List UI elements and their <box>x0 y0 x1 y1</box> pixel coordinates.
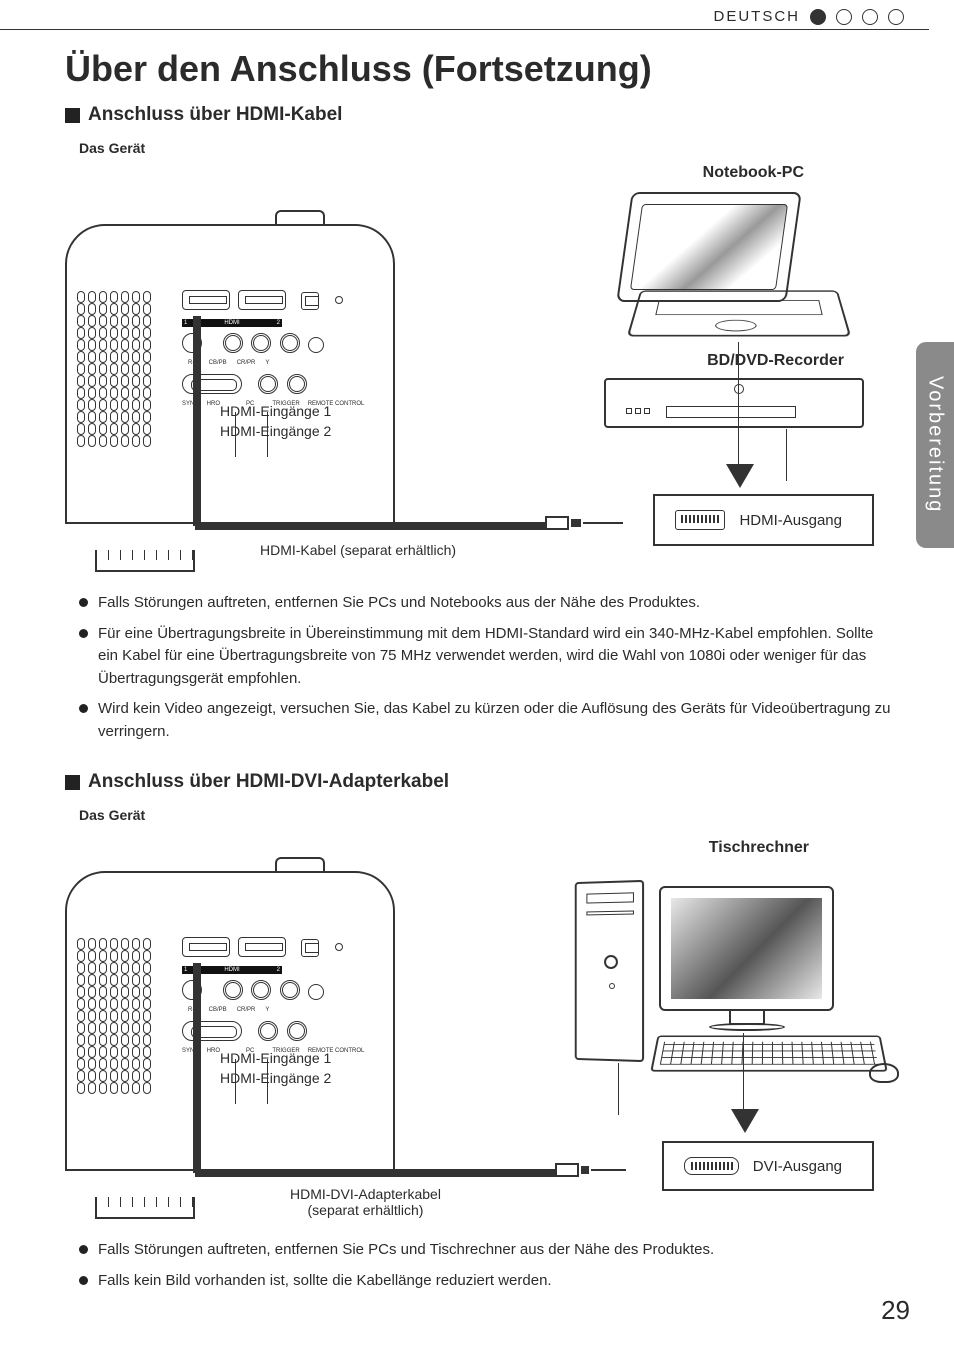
desktop-label: Tischrechner <box>709 839 809 857</box>
diagram-dvi: 1HDMI2 R-CCB/PBCR/PRY <box>65 831 894 1221</box>
callout-line <box>786 429 787 481</box>
lang-dot <box>836 9 852 25</box>
bullet-text: Falls Störungen auftreten, entfernen Sie… <box>98 1239 714 1262</box>
output-label: DVI-Ausgang <box>753 1158 842 1175</box>
output-label: HDMI-Ausgang <box>739 512 842 529</box>
hdmi-out-port-icon <box>675 510 725 530</box>
callout-line <box>267 1059 268 1104</box>
bullet-icon <box>79 598 88 607</box>
jack-port-icon <box>258 1021 278 1041</box>
mouse-illustration <box>869 1063 899 1083</box>
notebook-label: Notebook-PC <box>703 164 804 182</box>
section1-heading-text: Anschluss über HDMI-Kabel <box>88 104 342 126</box>
jack-port-icon <box>258 374 278 394</box>
rca-port-icon <box>280 980 300 1000</box>
cable <box>193 316 201 526</box>
hdmi-port-icon <box>238 290 286 310</box>
section1-bullets: Falls Störungen auftreten, entfernen Sie… <box>79 592 894 743</box>
page-title: Über den Anschluss (Fortsetzung) <box>65 48 894 90</box>
rca-port-icon <box>280 333 300 353</box>
device-label: Das Gerät <box>79 140 894 156</box>
pc-tower-illustration <box>575 880 644 1062</box>
page-content: Über den Anschluss (Fortsetzung) Anschlu… <box>0 30 954 1292</box>
rca-port-icon <box>251 980 271 1000</box>
bullet-icon <box>79 1276 88 1285</box>
rca-port-icon <box>223 980 243 1000</box>
recorder-label: BD/DVD-Recorder <box>707 352 844 370</box>
section2-heading: Anschluss über HDMI-DVI-Adapterkabel <box>65 771 894 793</box>
callout-line <box>235 412 236 457</box>
page-header: DEUTSCH <box>0 0 954 25</box>
callout-line <box>267 412 268 457</box>
square-bullet-icon <box>65 108 80 123</box>
keyboard-illustration <box>650 1036 887 1072</box>
cable <box>195 522 555 530</box>
dvi-plug-icon <box>555 1161 593 1179</box>
cable-label: HDMI-DVI-Adapterkabel (separat erhältlic… <box>290 1186 441 1218</box>
bullet-icon <box>79 1245 88 1254</box>
bullet-icon <box>79 629 88 638</box>
hdmi-input-labels: HDMI-Eingänge 1 HDMI-Eingänge 2 <box>220 402 331 441</box>
cable <box>195 1169 565 1177</box>
rca-port-icon <box>308 337 324 353</box>
notebook-illustration <box>624 192 854 342</box>
projector-device: 1HDMI2 R-CCB/PBCR/PRY <box>65 871 395 1201</box>
connector-line <box>583 522 623 524</box>
hdmi-input-labels: HDMI-Eingänge 1 HDMI-Eingänge 2 <box>220 1049 331 1088</box>
hdmi-port-icon <box>182 937 230 957</box>
page-number: 29 <box>881 1295 910 1326</box>
bullet-text: Wird kein Video angezeigt, versuchen Sie… <box>98 698 894 743</box>
cable-label: HDMI-Kabel (separat erhältlich) <box>260 542 456 558</box>
led-icon <box>335 943 343 951</box>
callout-line <box>738 342 739 482</box>
projector-device: 1HDMI2 R-CCB/PBCR/PRY <box>65 224 395 554</box>
dvi-out-port-icon <box>684 1157 739 1175</box>
jack-port-icon <box>287 1021 307 1041</box>
jack-port-icon <box>287 374 307 394</box>
recorder-illustration <box>604 378 864 428</box>
section2-heading-text: Anschluss über HDMI-DVI-Adapterkabel <box>88 771 449 793</box>
arrow-down-icon <box>726 464 754 488</box>
section2-bullets: Falls Störungen auftreten, entfernen Sie… <box>79 1239 894 1292</box>
hdmi-plug-icon <box>545 514 583 532</box>
bullet-text: Falls Störungen auftreten, entfernen Sie… <box>98 592 700 615</box>
bullet-icon <box>79 704 88 713</box>
side-tab: Vorbereitung <box>916 342 954 548</box>
lang-dot <box>888 9 904 25</box>
callout-line <box>618 1063 619 1115</box>
bullet-text: Für eine Übertragungsbreite in Übereinst… <box>98 623 894 691</box>
output-box: DVI-Ausgang <box>662 1141 874 1191</box>
lan-port-icon <box>301 292 319 310</box>
arrow-down-icon <box>731 1109 759 1133</box>
device-label: Das Gerät <box>79 807 894 823</box>
lang-dot-active <box>810 9 826 25</box>
output-box: HDMI-Ausgang <box>653 494 874 546</box>
callout-line <box>743 1033 744 1113</box>
hdmi-port-icon <box>182 290 230 310</box>
lang-dot <box>862 9 878 25</box>
callout-line <box>235 1059 236 1104</box>
hdmi-port-icon <box>238 937 286 957</box>
language-label: DEUTSCH <box>713 8 800 25</box>
section1-heading: Anschluss über HDMI-Kabel <box>65 104 894 126</box>
square-bullet-icon <box>65 775 80 790</box>
vga-port-icon <box>182 1021 242 1041</box>
monitor-illustration <box>659 886 834 1031</box>
rca-port-icon <box>308 984 324 1000</box>
vga-port-icon <box>182 374 242 394</box>
rca-port-icon <box>251 333 271 353</box>
led-icon <box>335 296 343 304</box>
cable <box>193 963 201 1173</box>
rca-port-icon <box>223 333 243 353</box>
connector-line <box>591 1169 626 1171</box>
diagram-hdmi: 1HDMI2 R-CCB/PBCR/PRY <box>65 164 894 574</box>
bullet-text: Falls kein Bild vorhanden ist, sollte di… <box>98 1270 552 1293</box>
lan-port-icon <box>301 939 319 957</box>
